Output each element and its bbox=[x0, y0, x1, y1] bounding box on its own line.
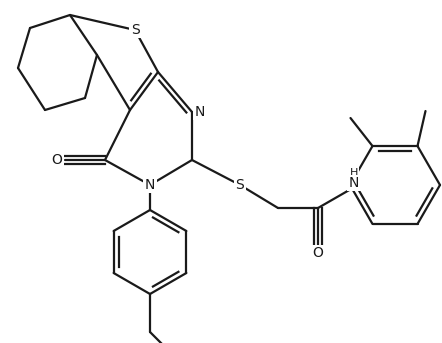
Text: O: O bbox=[52, 153, 62, 167]
Text: O: O bbox=[312, 246, 324, 260]
Text: H: H bbox=[350, 168, 358, 178]
Text: N: N bbox=[145, 178, 155, 192]
Text: S: S bbox=[236, 178, 244, 192]
Text: N: N bbox=[349, 176, 359, 190]
Text: S: S bbox=[131, 23, 139, 37]
Text: N: N bbox=[195, 105, 205, 119]
